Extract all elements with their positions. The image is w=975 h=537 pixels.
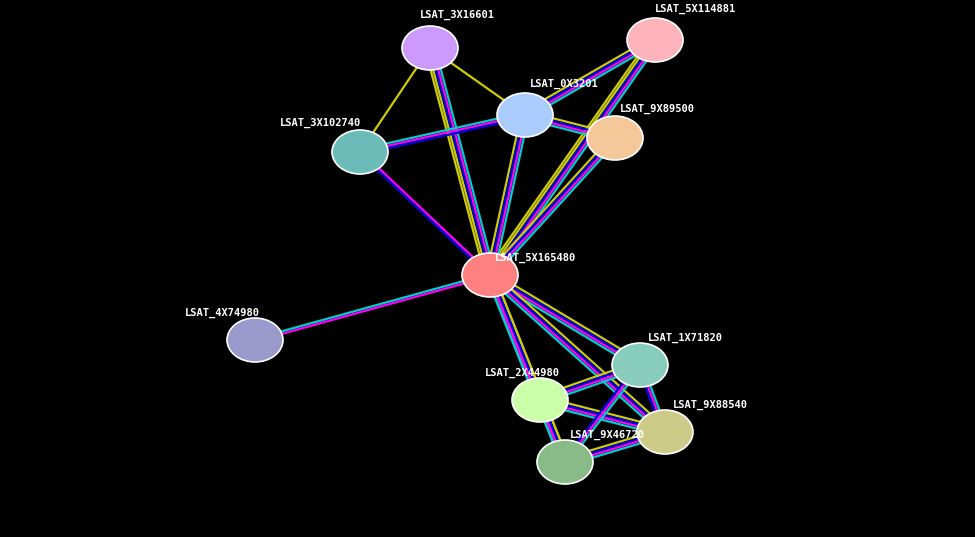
- Ellipse shape: [402, 26, 458, 70]
- Text: LSAT_0X3201: LSAT_0X3201: [530, 79, 599, 89]
- Ellipse shape: [637, 410, 693, 454]
- Text: LSAT_5X114881: LSAT_5X114881: [655, 4, 736, 14]
- Text: LSAT_5X165480: LSAT_5X165480: [495, 253, 576, 263]
- Ellipse shape: [537, 440, 593, 484]
- Ellipse shape: [587, 116, 643, 160]
- Text: LSAT_9X88540: LSAT_9X88540: [673, 400, 748, 410]
- Text: LSAT_1X71820: LSAT_1X71820: [648, 333, 723, 343]
- Text: LSAT_2X44980: LSAT_2X44980: [485, 368, 560, 378]
- Ellipse shape: [462, 253, 518, 297]
- Text: LSAT_4X74980: LSAT_4X74980: [185, 308, 260, 318]
- Text: LSAT_3X16601: LSAT_3X16601: [420, 10, 495, 20]
- Ellipse shape: [497, 93, 553, 137]
- Ellipse shape: [627, 18, 683, 62]
- Text: LSAT_3X102740: LSAT_3X102740: [280, 118, 362, 128]
- Ellipse shape: [512, 378, 568, 422]
- Ellipse shape: [227, 318, 283, 362]
- Ellipse shape: [612, 343, 668, 387]
- Text: LSAT_9X89500: LSAT_9X89500: [620, 104, 695, 114]
- Ellipse shape: [332, 130, 388, 174]
- Text: LSAT_9X46720: LSAT_9X46720: [570, 430, 645, 440]
